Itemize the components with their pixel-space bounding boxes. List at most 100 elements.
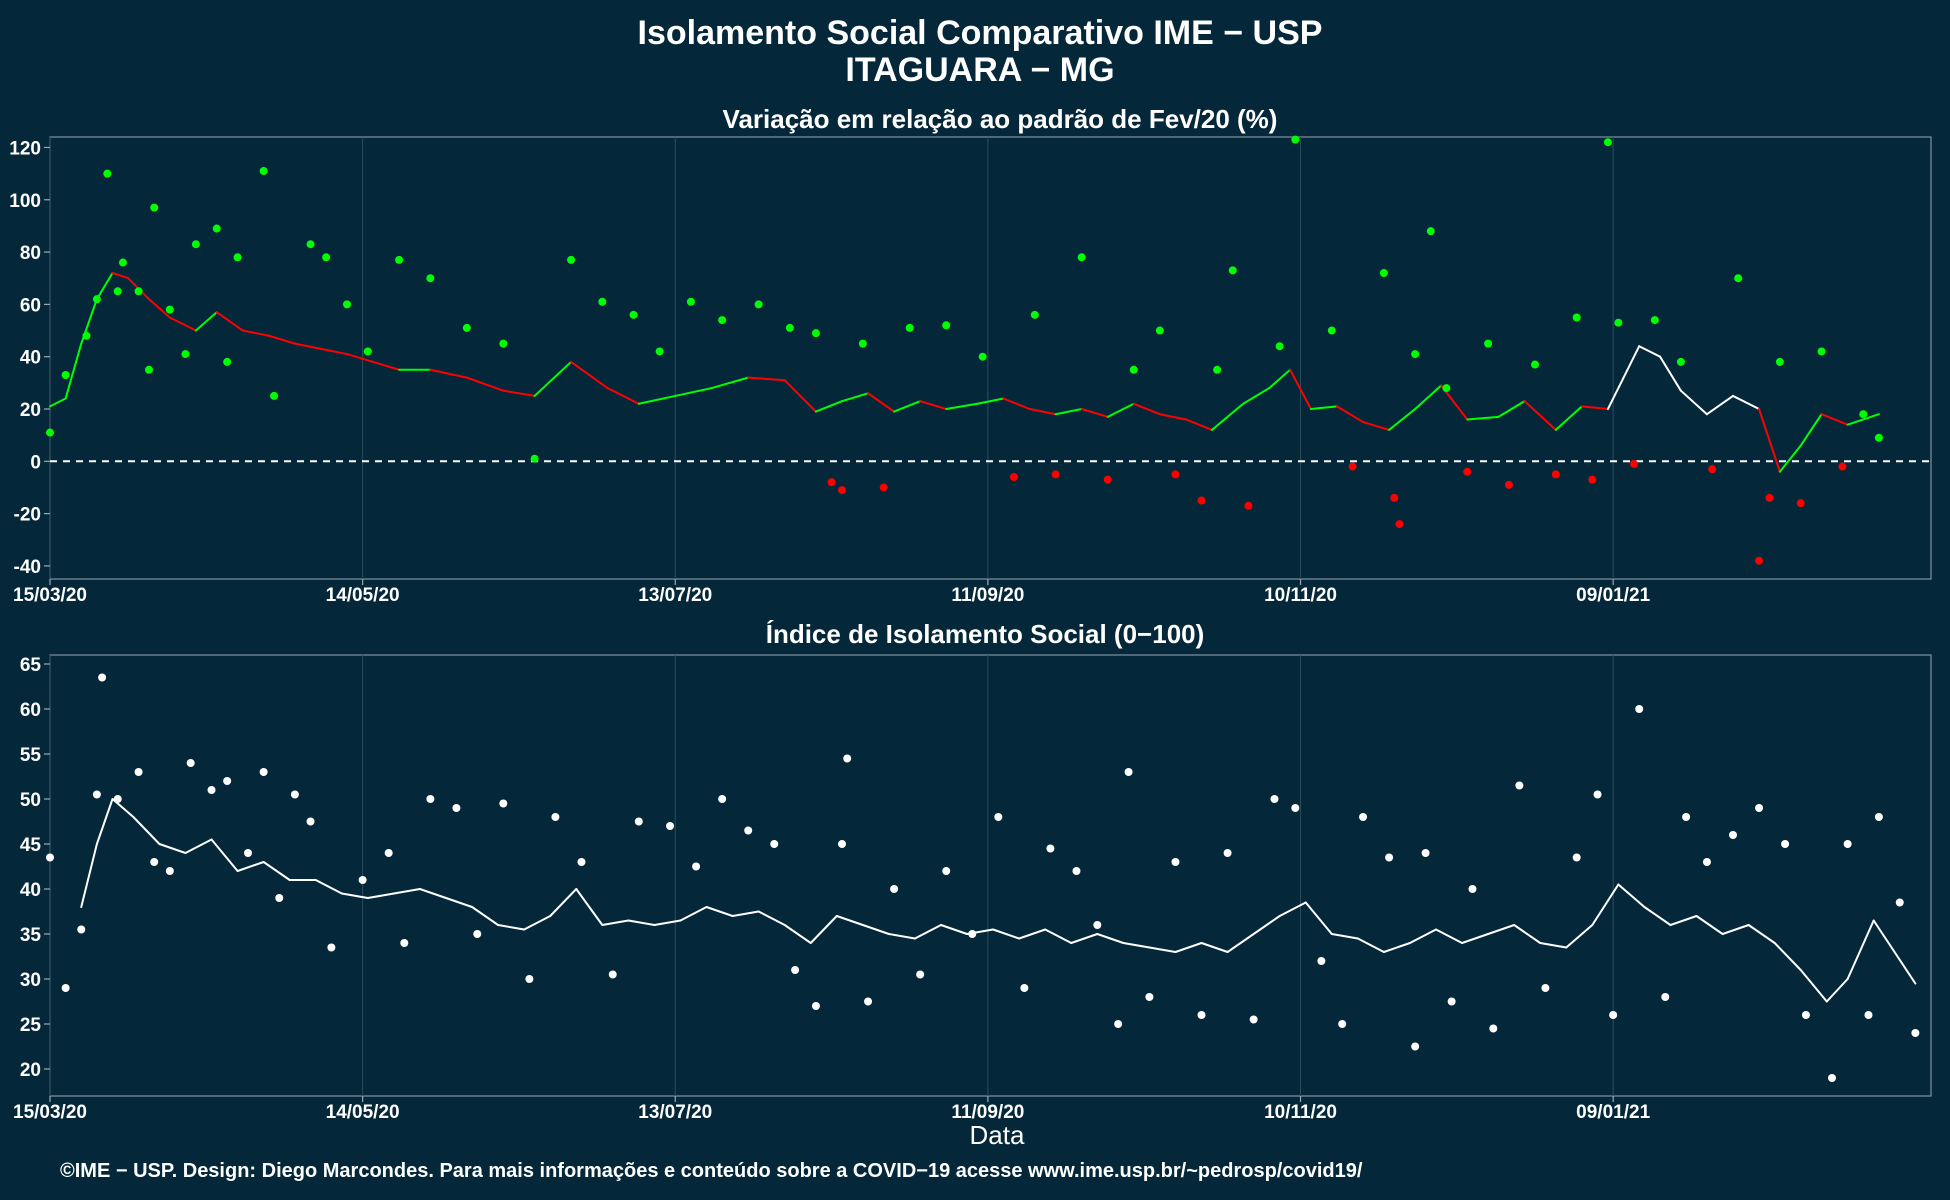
variation-moving-average-segment-23 (637, 394, 677, 405)
variation-daily-point-85 (1859, 410, 1868, 419)
variation-daily-point-84 (1838, 462, 1847, 471)
variation-daily-point-22 (395, 255, 404, 264)
index-daily-point-12 (244, 849, 252, 857)
index-moving-average-segment-5 (184, 838, 213, 854)
index-moving-average-segment-59 (1591, 883, 1620, 926)
variation-daily-point-6 (118, 258, 127, 267)
variation-daily-point-21 (363, 347, 372, 356)
index-moving-average-segment-24 (679, 906, 708, 922)
variation-y-tick-label-3: 20 (20, 400, 41, 421)
index-daily-point-59 (1338, 1020, 1347, 1028)
index-daily-point-46 (1046, 844, 1055, 853)
variation-moving-average-segment-37 (1054, 408, 1083, 416)
variation-daily-point-39 (879, 483, 888, 492)
index-moving-average-segment-3 (132, 816, 161, 845)
index-moving-average-segment-16 (471, 906, 500, 926)
index-moving-average-segment-6 (210, 838, 239, 872)
variation-daily-point-44 (1030, 310, 1039, 319)
index-daily-point-74 (1682, 813, 1691, 821)
index-daily-point-70 (1593, 790, 1602, 799)
index-daily-point-78 (1781, 840, 1790, 848)
x-axis-label: Data (970, 1120, 1025, 1150)
index-daily-point-79 (1801, 1011, 1810, 1019)
variation-daily-point-63 (1426, 227, 1435, 236)
index-moving-average-segment-61 (1643, 906, 1672, 926)
index-daily-point-20 (400, 939, 409, 947)
index-moving-average-segment-38 (1044, 928, 1073, 944)
variation-daily-point-11 (181, 350, 190, 359)
variation-moving-average-segment-35 (1002, 397, 1031, 410)
variation-moving-average-segment-50 (1388, 408, 1417, 431)
variation-moving-average-segment-66 (1799, 413, 1823, 447)
index-moving-average-segment-1 (95, 798, 114, 845)
variation-daily-point-8 (145, 365, 153, 374)
index-daily-point-22 (452, 804, 461, 812)
variation-moving-average-segment-6 (148, 298, 171, 319)
index-x-tick-label-2: 13/07/20 (638, 1102, 712, 1123)
variation-moving-average-segment-42 (1184, 418, 1213, 431)
index-moving-average-segment-49 (1330, 933, 1359, 940)
variation-daily-point-51 (1197, 496, 1206, 505)
index-daily-point-28 (608, 970, 617, 979)
index-y-tick-label-2: 30 (20, 970, 41, 991)
index-daily-point-52 (1171, 858, 1180, 866)
index-daily-point-33 (744, 826, 753, 835)
variation-moving-average-segment-4 (111, 272, 130, 280)
variation-moving-average-segment-62 (1705, 394, 1734, 416)
variation-moving-average-segment-44 (1242, 387, 1271, 405)
variation-daily-point-80 (1765, 493, 1774, 502)
variation-y-tick-label-4: 40 (20, 348, 41, 369)
variation-daily-point-19 (322, 253, 331, 262)
index-daily-point-57 (1291, 804, 1300, 812)
index-y-tick-label-0: 20 (20, 1060, 41, 1081)
index-moving-average-segment-62 (1669, 915, 1698, 926)
index-daily-point-11 (223, 777, 232, 785)
index-daily-point-63 (1421, 849, 1430, 857)
variation-moving-average-segment-8 (194, 311, 218, 332)
index-daily-point-37 (838, 840, 846, 848)
index-daily-point-24 (499, 799, 508, 808)
variation-moving-average-segment-57 (1580, 405, 1609, 410)
index-y-tick-label-3: 35 (20, 925, 42, 946)
variation-daily-point-57 (1327, 326, 1336, 335)
index-daily-point-40 (890, 885, 899, 893)
bottom-panel-title: Índice de Isolamento Social (0−100) (766, 619, 1205, 649)
index-daily-point-83 (1874, 813, 1883, 821)
variation-moving-average-segment-48 (1336, 405, 1365, 424)
index-daily-point-66 (1489, 1024, 1498, 1033)
index-daily-point-30 (666, 822, 675, 830)
index-daily-point-42 (942, 867, 951, 875)
index-daily-point-85 (1911, 1029, 1920, 1037)
index-moving-average-segment-56 (1513, 924, 1542, 944)
variation-daily-point-36 (827, 478, 836, 487)
variation-daily-point-9 (150, 203, 159, 212)
index-moving-average-segment-50 (1356, 937, 1385, 953)
variation-moving-average-segment-12 (293, 342, 322, 350)
index-daily-point-25 (525, 975, 534, 983)
index-moving-average-segment-10 (314, 879, 343, 895)
index-moving-average-segment-43 (1174, 942, 1203, 953)
variation-daily-point-55 (1275, 342, 1284, 351)
index-y-tick-label-5: 45 (20, 835, 42, 856)
index-daily-point-50 (1124, 768, 1133, 776)
variation-daily-point-65 (1463, 467, 1472, 476)
variation-moving-average-segment-10 (241, 329, 270, 337)
variation-daily-point-34 (785, 323, 794, 332)
index-daily-point-84 (1895, 898, 1904, 907)
index-moving-average-segment-11 (340, 892, 369, 899)
variation-moving-average-segment-59 (1638, 345, 1662, 358)
variation-daily-point-26 (530, 454, 539, 463)
variation-moving-average-segment-54 (1497, 400, 1526, 418)
index-daily-point-32 (718, 795, 727, 803)
variation-daily-point-4 (103, 169, 112, 178)
index-moving-average-segment-18 (523, 915, 552, 931)
variation-y-tick-label-5: 60 (20, 295, 41, 316)
variation-daily-point-67 (1504, 480, 1513, 489)
variation-x-tick-label-5: 09/01/21 (1576, 585, 1650, 606)
variation-daily-point-48 (1129, 365, 1138, 374)
index-moving-average-segment-46 (1252, 915, 1281, 935)
index-daily-point-69 (1572, 853, 1581, 862)
index-daily-point-9 (186, 759, 195, 767)
variation-daily-point-74 (1630, 459, 1638, 468)
